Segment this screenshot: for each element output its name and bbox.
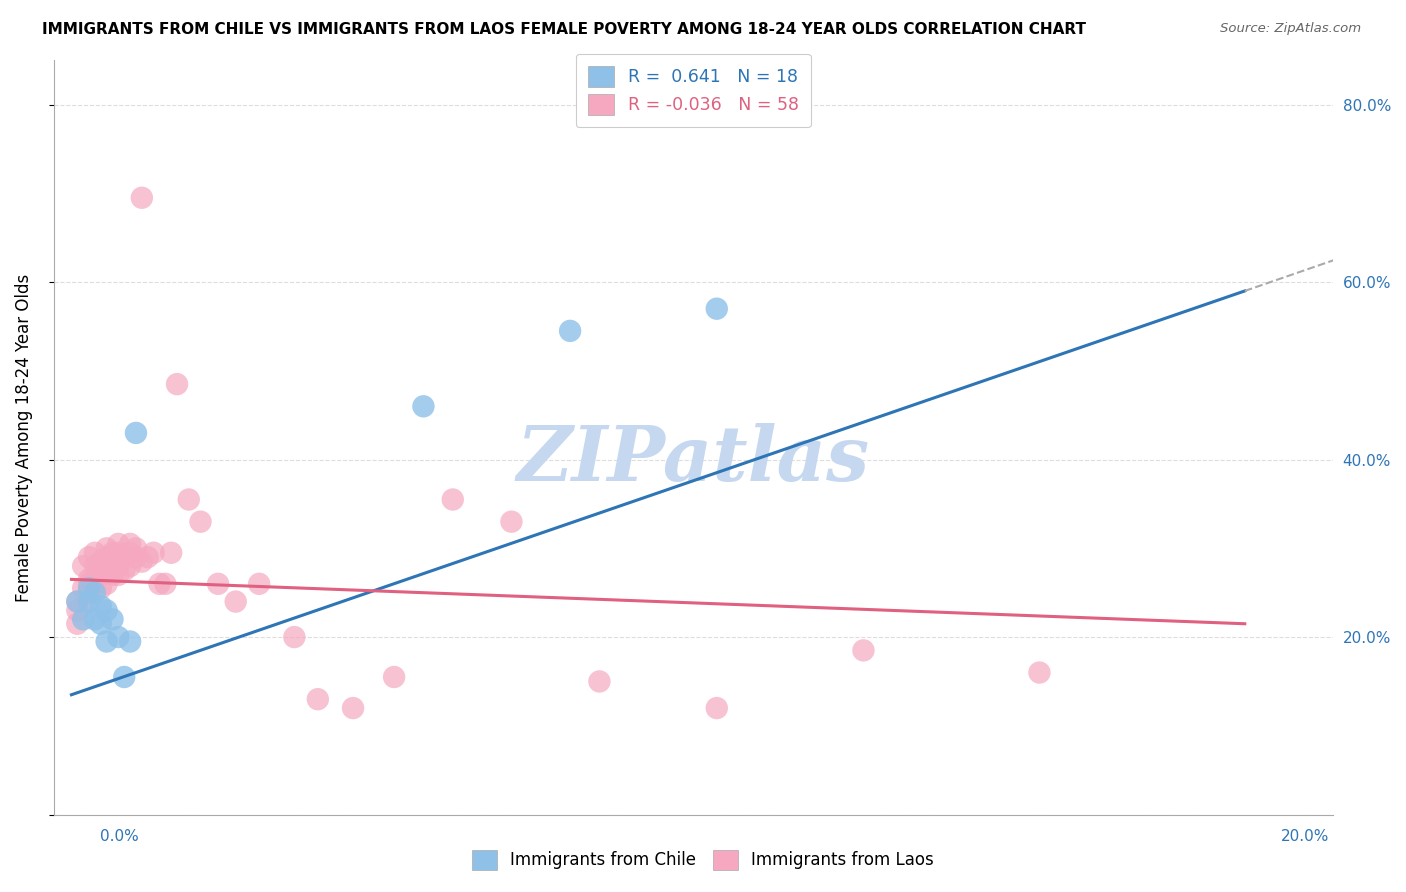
Point xyxy=(107,559,129,574)
Point xyxy=(501,515,523,529)
Point xyxy=(120,559,142,574)
Point xyxy=(83,559,105,574)
Point xyxy=(90,599,112,613)
Point xyxy=(101,612,124,626)
Point xyxy=(125,541,148,556)
Point xyxy=(90,581,112,595)
Point xyxy=(155,576,177,591)
Point xyxy=(66,594,89,608)
Point xyxy=(120,634,142,648)
Point xyxy=(77,573,100,587)
Point xyxy=(247,576,270,591)
Text: IMMIGRANTS FROM CHILE VS IMMIGRANTS FROM LAOS FEMALE POVERTY AMONG 18-24 YEAR OL: IMMIGRANTS FROM CHILE VS IMMIGRANTS FROM… xyxy=(42,22,1087,37)
Point xyxy=(107,568,129,582)
Point xyxy=(83,573,105,587)
Point xyxy=(125,550,148,565)
Point xyxy=(112,564,135,578)
Point xyxy=(160,546,183,560)
Point xyxy=(177,492,200,507)
Point xyxy=(96,541,118,556)
Point xyxy=(441,492,464,507)
Point xyxy=(83,585,105,599)
Point xyxy=(107,630,129,644)
Point xyxy=(1028,665,1050,680)
Point xyxy=(225,594,247,608)
Point xyxy=(96,550,118,565)
Point xyxy=(342,701,364,715)
Point xyxy=(706,301,728,316)
Point xyxy=(90,564,112,578)
Point xyxy=(207,576,229,591)
Point xyxy=(283,630,305,644)
Point xyxy=(131,191,153,205)
Text: 0.0%: 0.0% xyxy=(100,830,139,844)
Point xyxy=(382,670,405,684)
Point xyxy=(90,568,112,582)
Point xyxy=(90,555,112,569)
Point xyxy=(307,692,329,706)
Point xyxy=(166,377,188,392)
Point xyxy=(83,612,105,626)
Point xyxy=(66,616,89,631)
Point xyxy=(412,400,434,414)
Point xyxy=(96,603,118,617)
Point xyxy=(588,674,610,689)
Point xyxy=(72,612,94,626)
Point xyxy=(72,559,94,574)
Text: 20.0%: 20.0% xyxy=(1281,830,1329,844)
Point xyxy=(77,585,100,599)
Point xyxy=(101,568,124,582)
Legend: Immigrants from Chile, Immigrants from Laos: Immigrants from Chile, Immigrants from L… xyxy=(465,843,941,877)
Point xyxy=(558,324,581,338)
Text: Source: ZipAtlas.com: Source: ZipAtlas.com xyxy=(1220,22,1361,36)
Point xyxy=(112,550,135,565)
Point xyxy=(101,546,124,560)
Point xyxy=(77,581,100,595)
Point xyxy=(96,634,118,648)
Point xyxy=(120,537,142,551)
Point xyxy=(72,581,94,595)
Point xyxy=(125,425,148,440)
Point xyxy=(706,701,728,715)
Point xyxy=(72,599,94,613)
Point xyxy=(142,546,165,560)
Point xyxy=(77,594,100,608)
Point xyxy=(120,546,142,560)
Point xyxy=(112,670,135,684)
Point xyxy=(136,550,159,565)
Point xyxy=(101,555,124,569)
Point xyxy=(77,550,100,565)
Point xyxy=(83,546,105,560)
Point xyxy=(852,643,875,657)
Point xyxy=(96,576,118,591)
Text: ZIPatlas: ZIPatlas xyxy=(517,423,870,497)
Point xyxy=(77,576,100,591)
Point xyxy=(131,555,153,569)
Point xyxy=(190,515,212,529)
Point xyxy=(90,616,112,631)
Legend: R =  0.641   N = 18, R = -0.036   N = 58: R = 0.641 N = 18, R = -0.036 N = 58 xyxy=(575,54,811,128)
Y-axis label: Female Poverty Among 18-24 Year Olds: Female Poverty Among 18-24 Year Olds xyxy=(15,273,32,601)
Point xyxy=(66,594,89,608)
Point xyxy=(96,564,118,578)
Point xyxy=(107,537,129,551)
Point xyxy=(148,576,170,591)
Point xyxy=(66,603,89,617)
Point xyxy=(107,546,129,560)
